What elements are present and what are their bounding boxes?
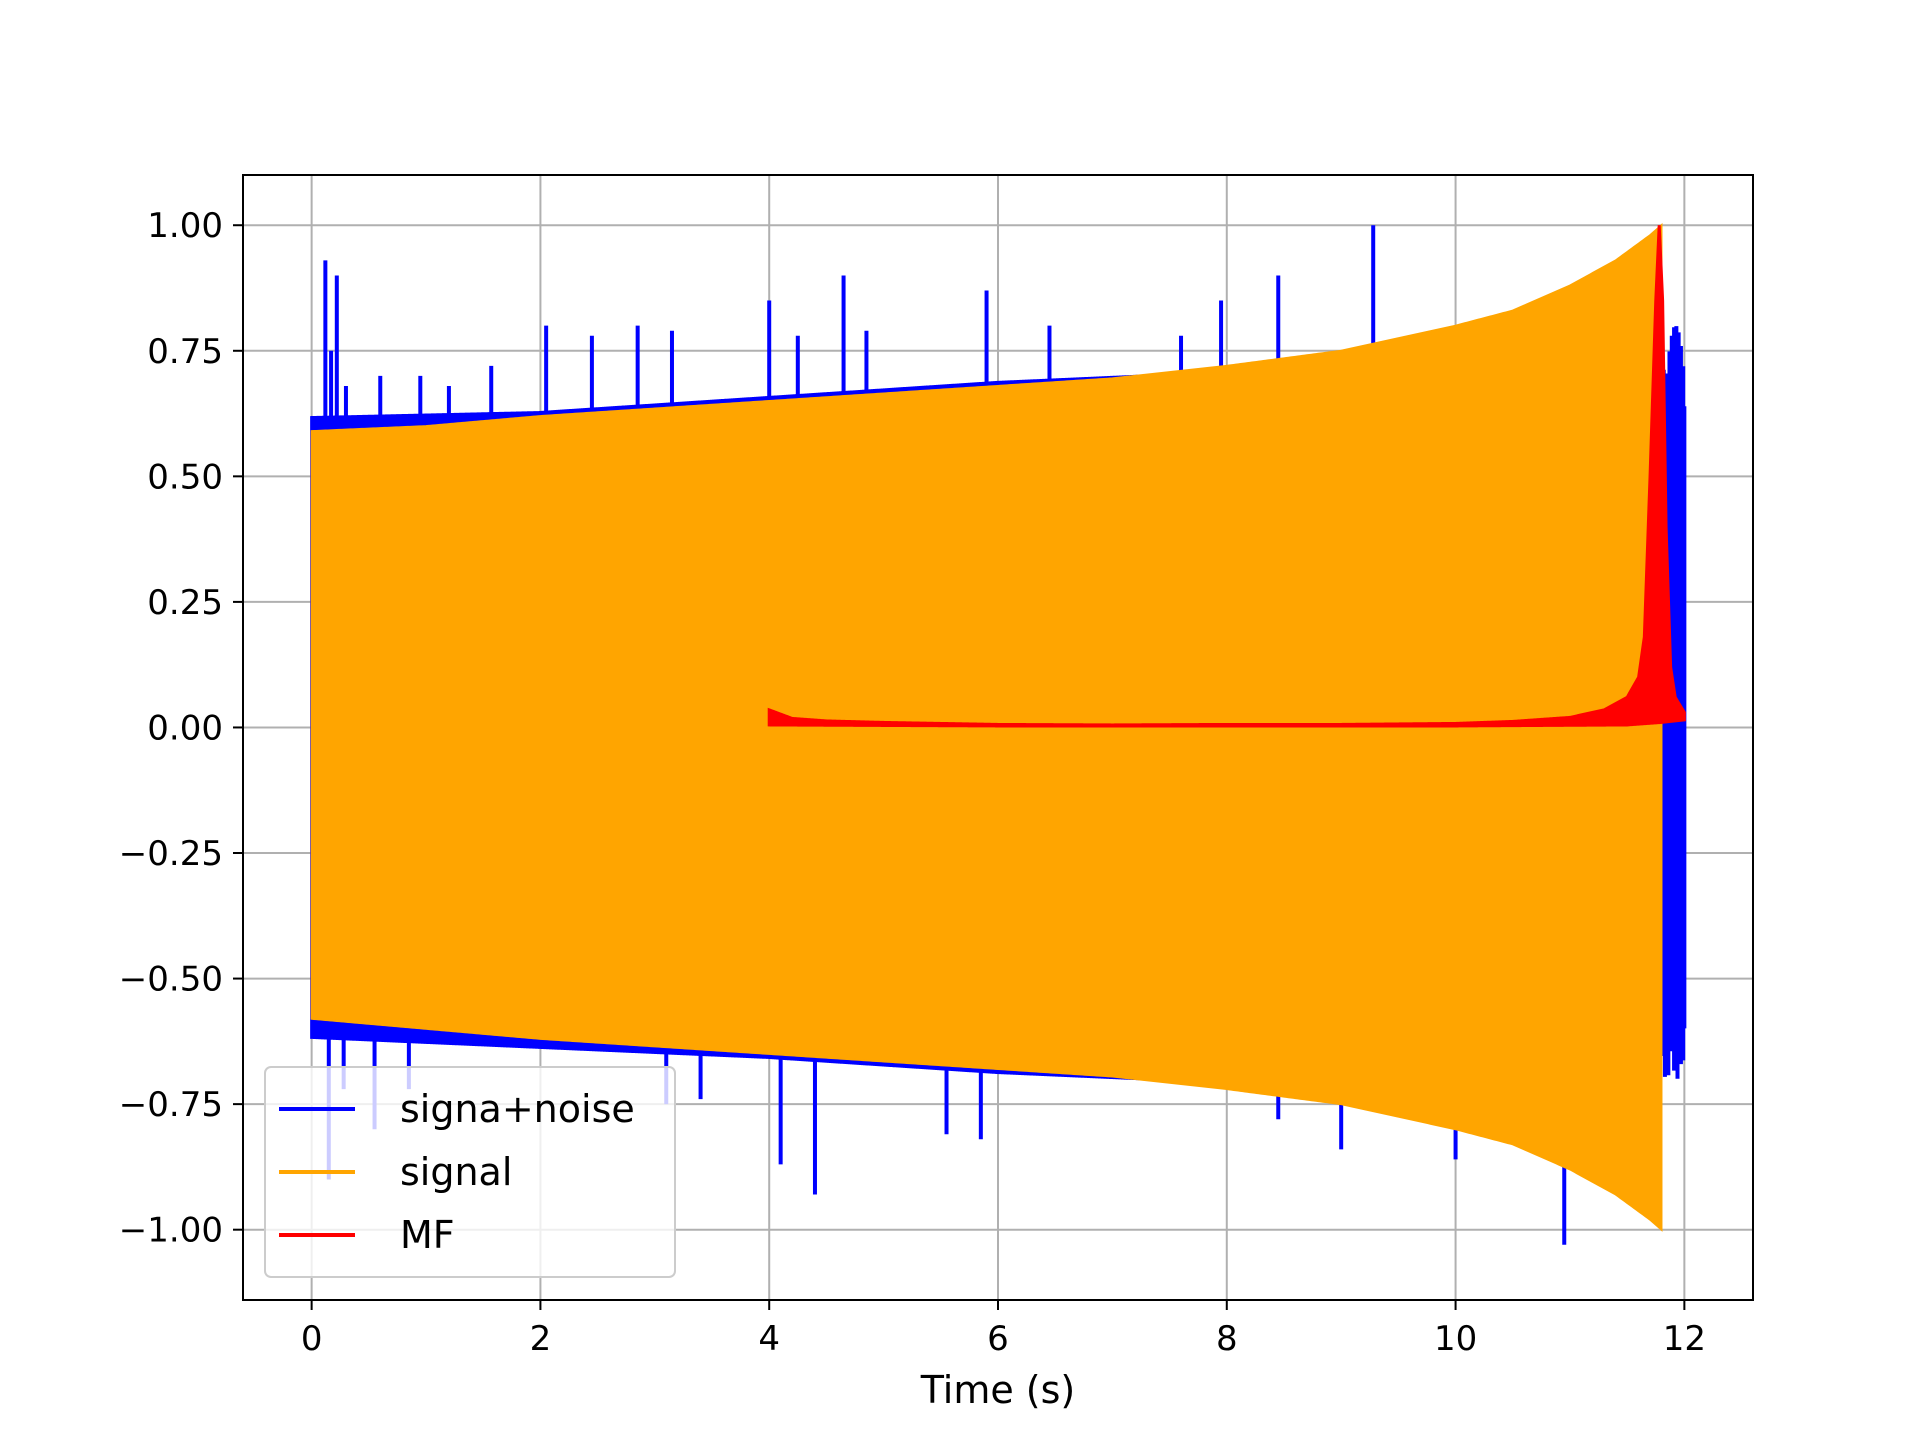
signal-fill (310, 223, 1663, 1232)
x-tick-label: 10 (1434, 1319, 1477, 1359)
y-tick-label: −1.00 (119, 1211, 223, 1251)
legend: signa+noise signal MF (264, 1066, 676, 1278)
legend-box (264, 1066, 676, 1278)
x-tick-label: 4 (758, 1319, 780, 1359)
y-tick-label: 0.00 (147, 708, 223, 748)
y-axis: 1.00 0.75 0.50 0.25 0.00 −0.25 −0.50 −0.75 −1.00 (119, 206, 243, 1251)
series-mf (767, 225, 1686, 728)
x-axis-title: Time (s) (920, 1368, 1076, 1412)
x-tick-label: 8 (1216, 1319, 1238, 1359)
x-tick-label: 2 (530, 1319, 552, 1359)
legend-label: signal (400, 1150, 512, 1194)
x-tick-label: 0 (301, 1319, 323, 1359)
y-tick-label: −0.25 (119, 834, 223, 874)
y-tick-label: 0.25 (147, 583, 223, 623)
y-tick-label: −0.75 (119, 1085, 223, 1125)
y-tick-label: 0.50 (147, 457, 223, 497)
y-tick-label: 0.75 (147, 332, 223, 372)
x-tick-label: 12 (1663, 1319, 1706, 1359)
legend-label: signa+noise (400, 1087, 635, 1131)
x-axis: 0 2 4 6 8 10 12 (301, 1300, 1706, 1359)
legend-label: MF (400, 1213, 455, 1257)
mf-line (767, 225, 1686, 728)
y-tick-label: 1.00 (147, 206, 223, 246)
x-tick-label: 6 (987, 1319, 1009, 1359)
y-tick-label: −0.50 (119, 960, 223, 1000)
series-signal (310, 223, 1663, 1232)
series-layer (310, 223, 1687, 1245)
